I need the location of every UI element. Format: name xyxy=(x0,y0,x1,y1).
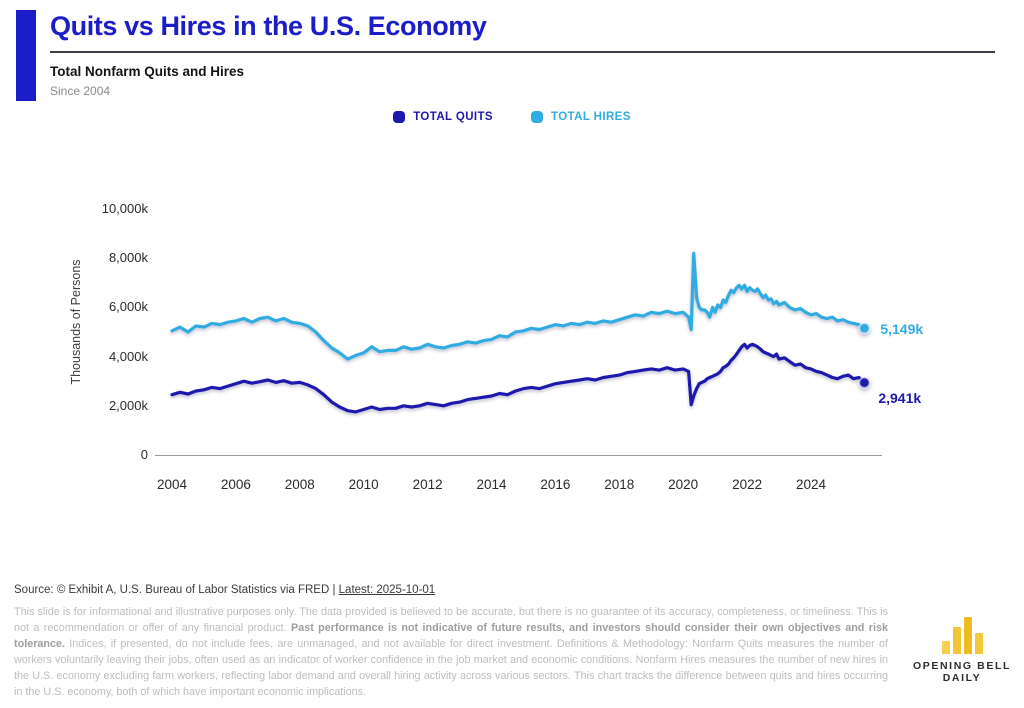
y-tick-label: 8,000k xyxy=(108,250,148,266)
y-tick-label: 6,000k xyxy=(108,299,148,315)
quits-legend-swatch-icon xyxy=(393,111,406,123)
quits-legend-label: TOTAL QUITS xyxy=(413,111,493,123)
total-quits-end-label: 2,941k xyxy=(878,389,922,406)
source-text: Source: © Exhibit A, U.S. Bureau of Labo… xyxy=(14,584,339,596)
total-hires-end-label: 5,149k xyxy=(880,321,924,338)
x-tick-label: 2006 xyxy=(220,477,251,492)
chart-legend: TOTAL QUITS TOTAL HIRES xyxy=(0,111,1024,123)
source-line: Source: © Exhibit A, U.S. Bureau of Labo… xyxy=(14,584,435,596)
hires-legend-swatch-icon xyxy=(531,111,543,123)
x-tick-label: 2018 xyxy=(604,477,635,492)
logo-bar xyxy=(963,617,972,654)
chart-canvas xyxy=(155,251,882,456)
x-tick-label: 2012 xyxy=(412,477,443,492)
chart-subtitle: Total Nonfarm Quits and Hires xyxy=(50,64,245,79)
chart-area: Thousands of Persons 10,000k 8,000k 6,000k… xyxy=(69,201,924,492)
disclaimer-text: This slide is for informational and illu… xyxy=(14,604,888,700)
disclaimer-part-2: Indices, if presented, do not include fe… xyxy=(14,638,888,698)
x-tick-label: 2008 xyxy=(284,477,315,492)
total-hires-latest-point[interactable] xyxy=(858,322,871,335)
x-tick-label: 2014 xyxy=(476,477,507,492)
x-tick-label: 2004 xyxy=(156,477,188,492)
logo-text-line2: DAILY xyxy=(942,672,982,684)
x-tick-label: 2010 xyxy=(348,477,379,492)
y-tick-label: 2,000k xyxy=(108,397,148,413)
hires-legend-label: TOTAL HIRES xyxy=(551,111,631,123)
total-quits-latest-point[interactable] xyxy=(858,376,871,389)
logo-bar xyxy=(952,627,961,654)
legend-item-total-hires[interactable]: TOTAL HIRES xyxy=(531,111,631,123)
total-hires-line[interactable] xyxy=(170,251,867,361)
x-tick-label: 2016 xyxy=(540,477,571,492)
y-tick-label: 10,000k xyxy=(101,201,148,216)
x-tick-label: 2024 xyxy=(795,477,827,492)
logo-bar xyxy=(941,641,950,654)
disclaimer-bold: Past performance is not indicative of fu… xyxy=(14,622,888,650)
disclaimer-part-1: This slide is for informational and illu… xyxy=(14,606,888,634)
page-title: Quits vs Hires in the U.S. Economy xyxy=(50,11,487,41)
bar-chart-icon xyxy=(912,616,1012,654)
legend-item-total-quits[interactable]: TOTAL QUITS xyxy=(393,111,493,123)
opening-bell-daily-logo: OPENING BELL DAILY xyxy=(912,616,1012,684)
brand-accent-bar xyxy=(16,10,36,101)
total-quits-line[interactable] xyxy=(170,342,867,414)
y-tick-label: 4,000k xyxy=(108,348,148,364)
logo-text-line1: OPENING BELL xyxy=(913,660,1011,672)
source-latest-link[interactable]: Latest: 2025-10-01 xyxy=(338,584,436,596)
title-divider xyxy=(50,51,995,53)
x-tick-label: 2020 xyxy=(668,477,699,492)
chart-date-range: Since 2004 xyxy=(50,84,111,98)
logo-bar xyxy=(974,633,983,654)
x-tick-label: 2022 xyxy=(732,477,763,492)
y-tick-label: 0 xyxy=(140,447,148,462)
y-axis-title: Thousands of Persons xyxy=(69,259,83,385)
